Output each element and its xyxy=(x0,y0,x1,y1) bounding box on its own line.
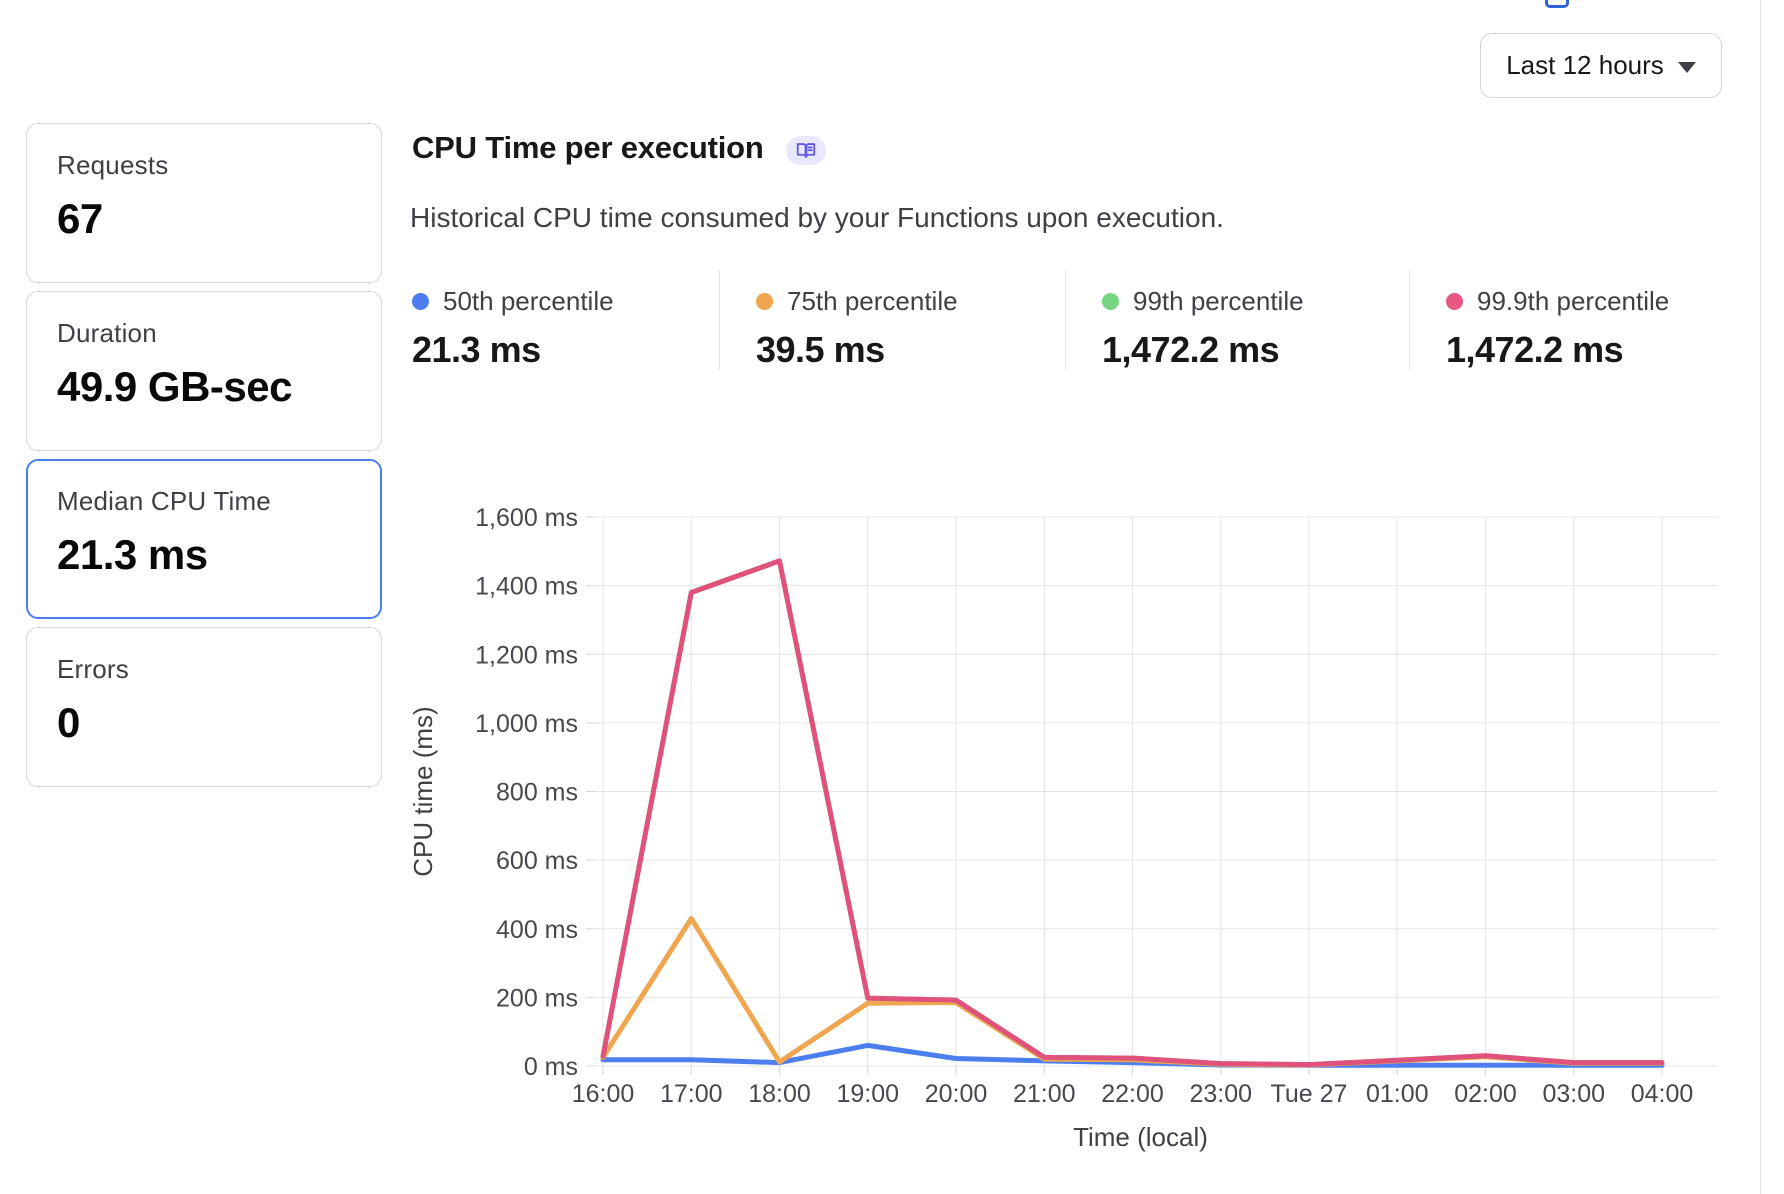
x-tick-label: Tue 27 xyxy=(1271,1080,1348,1108)
legend-value: 1,472.2 ms xyxy=(1102,329,1280,370)
stat-label: Requests xyxy=(57,150,169,180)
legend-value: 1,472.2 ms xyxy=(1446,329,1624,370)
y-tick-label: 1,200 ms xyxy=(475,641,578,669)
y-tick-label: 0 ms xyxy=(524,1053,578,1081)
panel-subtitle: Historical CPU time consumed by your Fun… xyxy=(410,202,1224,233)
x-tick-label: 20:00 xyxy=(925,1080,988,1108)
stat-label: Duration xyxy=(57,318,157,348)
docs-link[interactable] xyxy=(785,135,826,165)
time-range-label: Last 12 hours xyxy=(1506,50,1664,80)
y-axis-title: CPU time (ms) xyxy=(408,706,438,876)
x-tick-label: 18:00 xyxy=(748,1080,811,1108)
x-tick-label: 17:00 xyxy=(660,1080,723,1108)
x-axis-title: Time (local) xyxy=(1073,1122,1208,1152)
legend-label: 99th percentile xyxy=(1133,286,1304,316)
stat-card-requests[interactable]: Requests 67 xyxy=(26,123,382,283)
legend-value: 39.5 ms xyxy=(756,329,885,370)
legend-item-p50[interactable]: 50th percentile 21.3 ms xyxy=(412,270,719,370)
page-right-divider xyxy=(1760,0,1761,1194)
y-tick-label: 600 ms xyxy=(496,847,578,875)
legend-value: 21.3 ms xyxy=(412,329,541,370)
stat-card-duration[interactable]: Duration 49.9 GB-sec xyxy=(26,291,382,451)
cpu-time-chart: 0 ms 200 ms 400 ms 600 ms 800 ms 1,000 ms 1,20… xyxy=(400,430,1784,1194)
x-tick-label: 03:00 xyxy=(1542,1080,1605,1108)
x-tick-label: 04:00 xyxy=(1631,1080,1694,1108)
p50-dot-icon xyxy=(412,293,429,310)
time-range-dropdown[interactable]: Last 12 hours xyxy=(1480,33,1722,98)
chevron-down-icon xyxy=(1677,61,1696,73)
stat-card-median-cpu-time[interactable]: Median CPU Time 21.3 ms xyxy=(26,459,382,619)
y-tick-label: 200 ms xyxy=(496,984,578,1012)
legend-label: 75th percentile xyxy=(787,286,958,316)
percentile-legend: 50th percentile 21.3 ms 75th percentile … xyxy=(412,270,1749,370)
x-tick-label: 22:00 xyxy=(1101,1080,1164,1108)
x-tick-label: 23:00 xyxy=(1189,1080,1252,1108)
p75-dot-icon xyxy=(756,293,773,310)
panel-title: CPU Time per execution xyxy=(412,130,764,165)
cpu-time-chart-svg: 0 ms 200 ms 400 ms 600 ms 800 ms 1,000 ms 1,20… xyxy=(408,504,1718,1152)
x-tick-label: 19:00 xyxy=(836,1080,899,1108)
clipped-blue-icon xyxy=(1545,0,1569,8)
stat-value: 0 xyxy=(57,699,80,746)
stat-value: 49.9 GB-sec xyxy=(57,363,292,410)
y-tick-label: 1,000 ms xyxy=(475,710,578,738)
legend-item-p99[interactable]: 99th percentile 1,472.2 ms xyxy=(1065,270,1409,370)
y-tick-label: 400 ms xyxy=(496,916,578,944)
p99-dot-icon xyxy=(1102,293,1119,310)
legend-item-p75[interactable]: 75th percentile 39.5 ms xyxy=(719,270,1065,370)
x-tick-label: 21:00 xyxy=(1013,1080,1076,1108)
legend-label: 99.9th percentile xyxy=(1477,286,1670,316)
stat-label: Median CPU Time xyxy=(57,486,271,516)
legend-item-p999[interactable]: 99.9th percentile 1,472.2 ms xyxy=(1409,270,1749,370)
legend-label: 50th percentile xyxy=(443,286,614,316)
y-tick-label: 800 ms xyxy=(496,779,578,807)
stat-value: 21.3 ms xyxy=(57,531,208,578)
chart-series-99.9th-percentile xyxy=(600,558,1665,1068)
x-tick-label: 02:00 xyxy=(1454,1080,1517,1108)
stat-card-errors[interactable]: Errors 0 xyxy=(26,627,382,787)
x-tick-label: 01:00 xyxy=(1366,1080,1429,1108)
x-tick-label: 16:00 xyxy=(572,1080,635,1108)
stat-label: Errors xyxy=(57,654,129,684)
stat-value: 67 xyxy=(57,195,103,242)
y-tick-label: 1,400 ms xyxy=(475,573,578,601)
book-icon xyxy=(796,143,815,158)
y-tick-label: 1,600 ms xyxy=(475,504,578,532)
p999-dot-icon xyxy=(1446,293,1463,310)
